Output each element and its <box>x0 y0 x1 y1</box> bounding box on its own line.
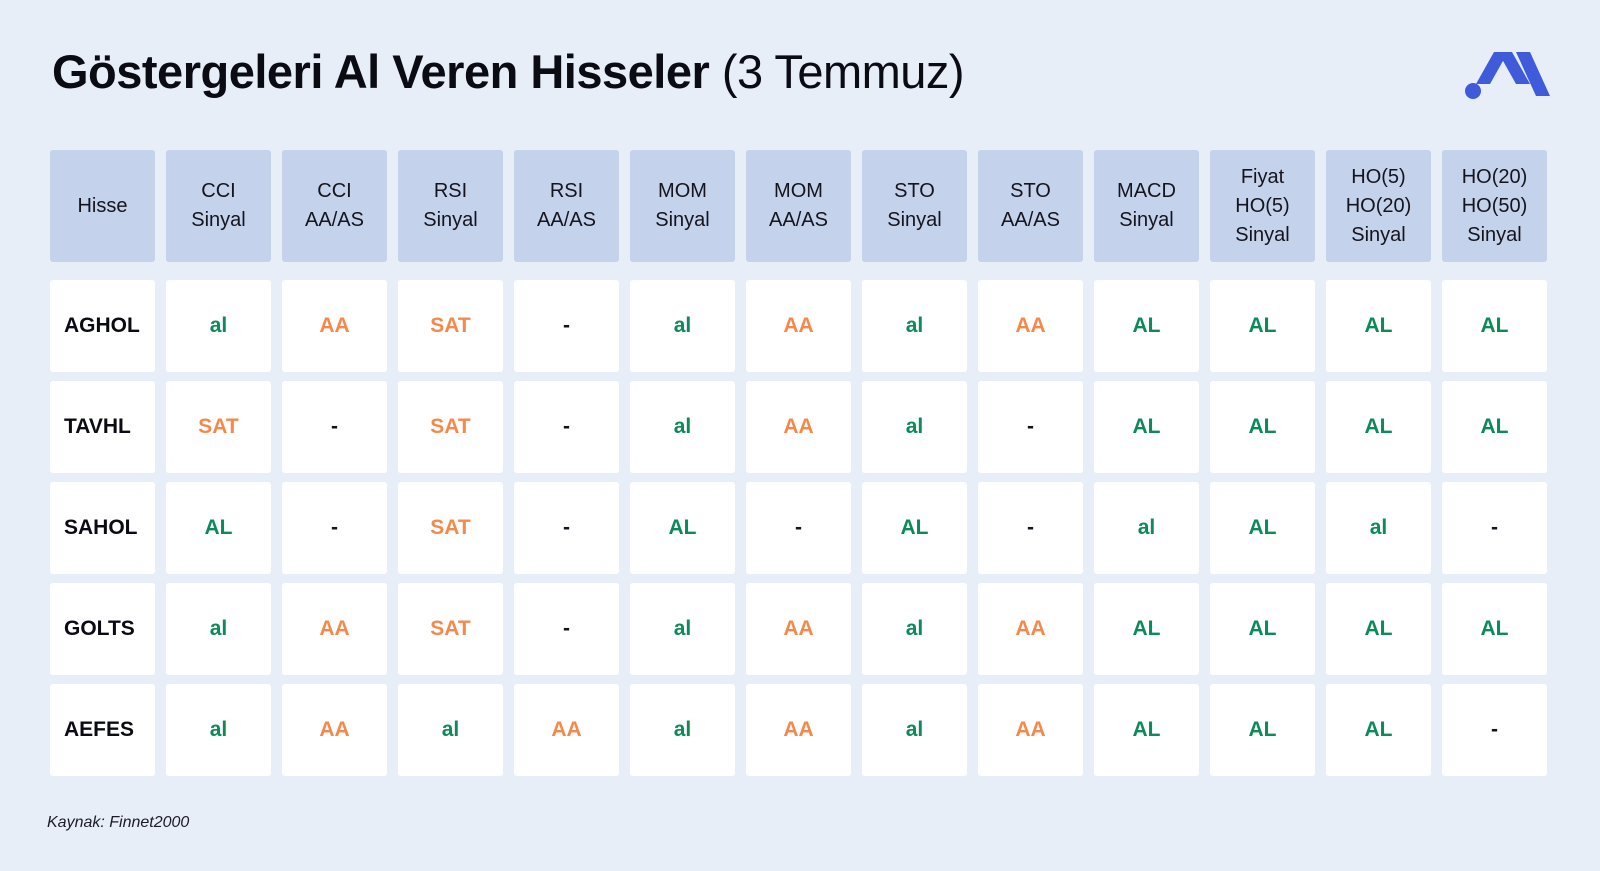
column-header: STO AA/AS <box>978 150 1083 262</box>
page-title-main: Göstergeleri Al Veren Hisseler <box>52 45 710 98</box>
column-header: HO(5) HO(20) Sinyal <box>1326 150 1431 262</box>
column-header: MACD Sinyal <box>1094 150 1199 262</box>
signal-cell: SAT <box>398 280 503 372</box>
signal-cell: al <box>862 381 967 473</box>
signal-cell: AA <box>746 280 851 372</box>
signal-cell: al <box>862 583 967 675</box>
ticker-cell: AGHOL <box>50 280 155 372</box>
signal-cell: al <box>630 280 735 372</box>
signal-cell: - <box>978 381 1083 473</box>
signal-cell: - <box>1442 482 1547 574</box>
signal-cell: AL <box>1442 583 1547 675</box>
signal-cell: AL <box>1210 482 1315 574</box>
signal-cell: - <box>1442 684 1547 776</box>
signal-cell: AL <box>1094 684 1199 776</box>
column-header: CCI Sinyal <box>166 150 271 262</box>
signal-cell: - <box>282 381 387 473</box>
signal-cell: SAT <box>398 381 503 473</box>
signal-cell: al <box>630 381 735 473</box>
column-header: RSI Sinyal <box>398 150 503 262</box>
signal-cell: - <box>514 280 619 372</box>
source-note: Kaynak: Finnet2000 <box>47 814 190 831</box>
page-title-date: (3 Temmuz) <box>721 45 965 98</box>
ticker-cell: AEFES <box>50 684 155 776</box>
signal-cell: al <box>630 684 735 776</box>
signal-cell: al <box>166 280 271 372</box>
signal-cell: AL <box>630 482 735 574</box>
column-header: Hisse <box>50 150 155 262</box>
signal-cell: - <box>978 482 1083 574</box>
column-header: MOM Sinyal <box>630 150 735 262</box>
signal-cell: - <box>514 381 619 473</box>
signal-cell: AA <box>746 381 851 473</box>
signal-cell: SAT <box>398 583 503 675</box>
column-header: MOM AA/AS <box>746 150 851 262</box>
ticker-cell: SAHOL <box>50 482 155 574</box>
signal-cell: - <box>282 482 387 574</box>
signal-cell: SAT <box>166 381 271 473</box>
signal-cell: AL <box>1210 381 1315 473</box>
signal-cell: al <box>862 684 967 776</box>
column-header: STO Sinyal <box>862 150 967 262</box>
signal-cell: AL <box>1210 280 1315 372</box>
signal-cell: al <box>1094 482 1199 574</box>
signal-cell: AL <box>1326 381 1431 473</box>
signal-cell: al <box>862 280 967 372</box>
signal-cell: al <box>398 684 503 776</box>
signal-cell: AA <box>978 684 1083 776</box>
signal-cell: AL <box>166 482 271 574</box>
signal-cell: AL <box>1442 280 1547 372</box>
signal-cell: AL <box>1326 583 1431 675</box>
signal-cell: - <box>514 482 619 574</box>
signal-cell: AL <box>1210 583 1315 675</box>
signal-cell: AA <box>282 280 387 372</box>
signal-cell: AL <box>1442 381 1547 473</box>
brand-logo-icon <box>1465 52 1550 99</box>
signal-cell: AA <box>746 684 851 776</box>
signal-cell: AA <box>978 280 1083 372</box>
page-title: Göstergeleri Al Veren Hisseler (3 Temmuz… <box>52 44 965 99</box>
signal-cell: AA <box>282 583 387 675</box>
signal-cell: al <box>630 583 735 675</box>
signal-cell: al <box>1326 482 1431 574</box>
signal-cell: AL <box>1094 381 1199 473</box>
signal-cell: al <box>166 583 271 675</box>
ticker-cell: GOLTS <box>50 583 155 675</box>
signal-cell: AL <box>1326 280 1431 372</box>
signal-cell: SAT <box>398 482 503 574</box>
signal-cell: AA <box>282 684 387 776</box>
signal-cell: AL <box>1094 280 1199 372</box>
signal-cell: - <box>746 482 851 574</box>
signal-cell: AA <box>746 583 851 675</box>
column-header: Fiyat HO(5) Sinyal <box>1210 150 1315 262</box>
column-header: CCI AA/AS <box>282 150 387 262</box>
signal-cell: - <box>514 583 619 675</box>
signal-cell: AL <box>1326 684 1431 776</box>
signal-cell: AA <box>978 583 1083 675</box>
signal-cell: AL <box>1094 583 1199 675</box>
signal-cell: AL <box>1210 684 1315 776</box>
signal-cell: AA <box>514 684 619 776</box>
signals-table: Hisse CCI Sinyal CCI AA/AS RSI Sinyal RSI AA… <box>50 150 1547 776</box>
signal-cell: al <box>166 684 271 776</box>
signal-cell: AL <box>862 482 967 574</box>
column-header: HO(20) HO(50) Sinyal <box>1442 150 1547 262</box>
ticker-cell: TAVHL <box>50 381 155 473</box>
column-header: RSI AA/AS <box>514 150 619 262</box>
